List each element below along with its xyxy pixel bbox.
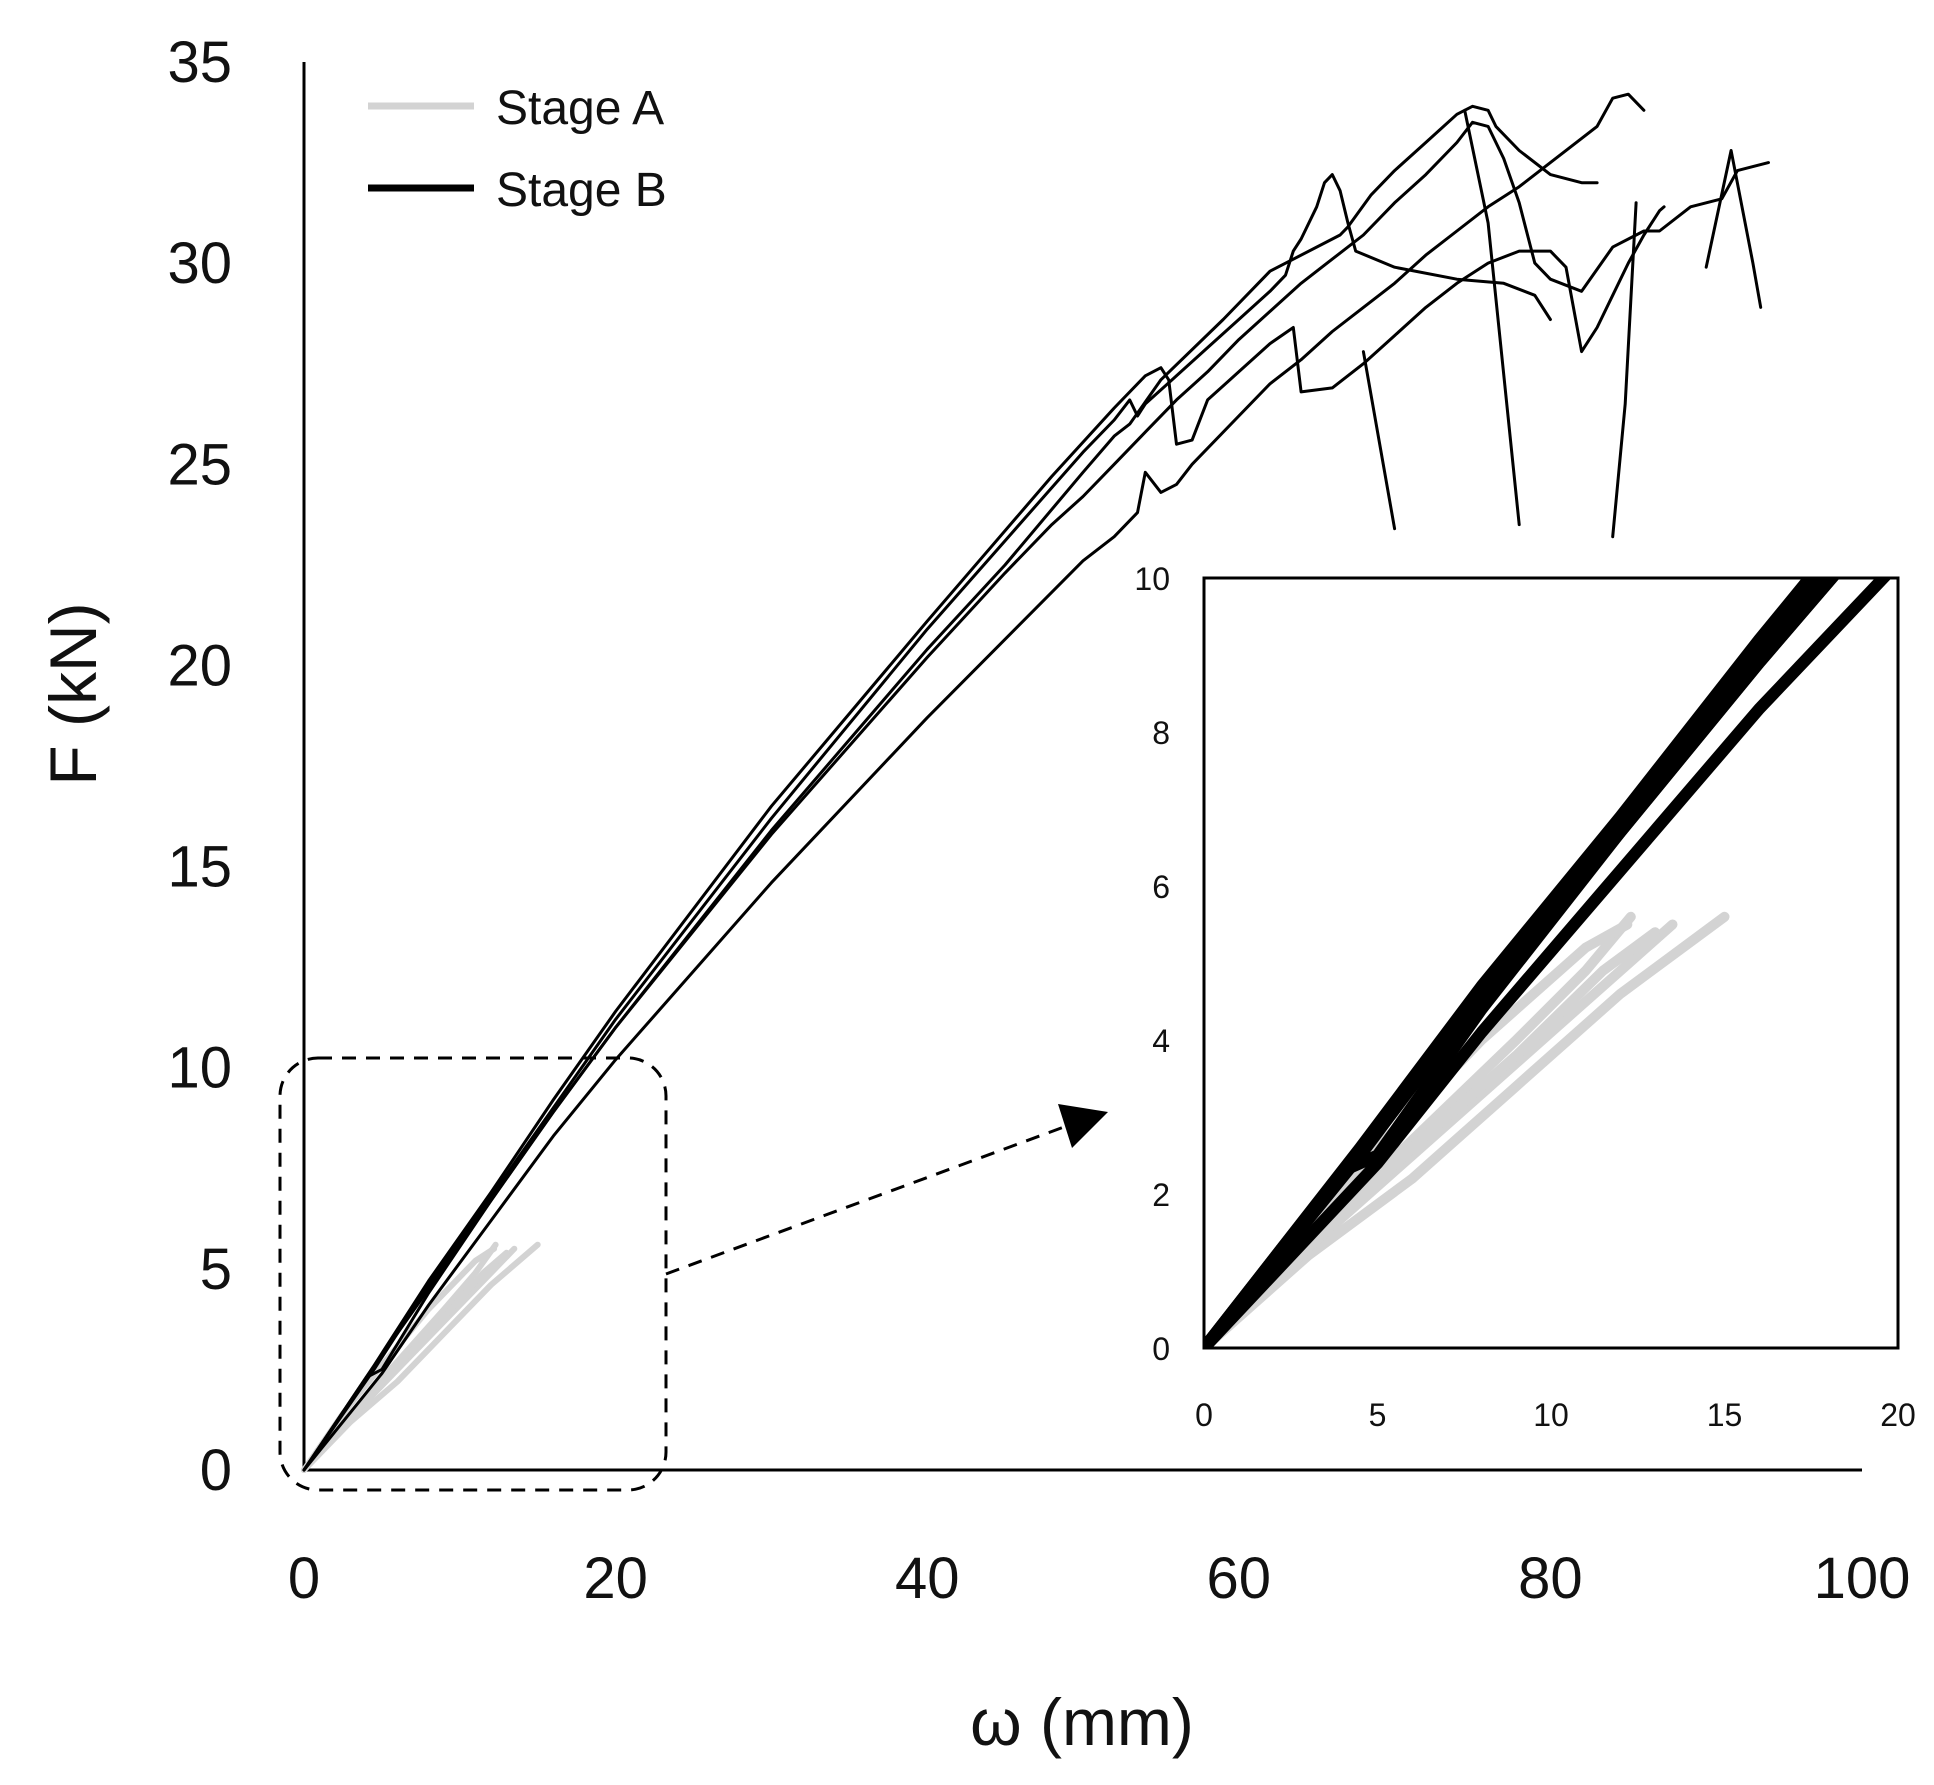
x-tick-label: 80 xyxy=(1518,1546,1583,1611)
inset-y-tick-label: 0 xyxy=(1152,1331,1170,1367)
x-axis-title: ω (mm) xyxy=(970,1685,1194,1759)
y-tick-label: 10 xyxy=(167,1036,232,1101)
series-line-stage-a xyxy=(301,1241,541,1473)
inset-line-stage-b xyxy=(1204,578,1818,1348)
y-tick-label: 15 xyxy=(167,835,232,900)
series-line-stage-b xyxy=(1704,149,1763,309)
y-tick-label: 35 xyxy=(167,30,232,95)
series-line-stage-b xyxy=(1463,108,1521,527)
series-line-stage-b xyxy=(302,173,1552,1472)
y-tick-label: 20 xyxy=(167,633,232,698)
y-tick-label: 30 xyxy=(167,231,232,296)
legend: Stage A Stage B xyxy=(368,82,667,217)
inset-x-tick-label: 10 xyxy=(1533,1397,1569,1433)
main-series-lines xyxy=(301,92,1770,1473)
inset-series-group xyxy=(1204,578,1892,1348)
legend-label-stage-a: Stage A xyxy=(496,82,664,135)
x-tick-label: 60 xyxy=(1207,1546,1272,1611)
x-tick-label: 0 xyxy=(288,1546,320,1611)
inset-x-tick-label: 20 xyxy=(1880,1397,1916,1433)
inset-line-stage-a xyxy=(1204,927,1661,1348)
inset-x-tick-label: 15 xyxy=(1707,1397,1743,1433)
inset-series-lines xyxy=(1204,578,1892,1348)
inset-y-tick-label: 4 xyxy=(1152,1023,1170,1059)
inset-y-tick-label: 8 xyxy=(1152,715,1170,751)
series-line-stage-b xyxy=(302,120,1770,1472)
zoom-arrow-line xyxy=(665,1122,1073,1276)
inset-x-tick-label: 5 xyxy=(1369,1397,1387,1433)
x-tick-label: 40 xyxy=(895,1546,960,1611)
series-line-stage-a xyxy=(301,1249,510,1473)
inset-y-tick-label: 6 xyxy=(1152,869,1170,905)
series-line-stage-b xyxy=(302,92,1646,1472)
series-line-stage-b xyxy=(302,205,1666,1472)
y-tick-label: 5 xyxy=(200,1237,232,1302)
y-axis-title: F (kN) xyxy=(36,602,110,785)
inset-y-tick-label: 10 xyxy=(1134,561,1170,597)
inset-y-tick-label: 2 xyxy=(1152,1177,1170,1213)
series-line-stage-b xyxy=(1611,201,1638,539)
legend-label-stage-b: Stage B xyxy=(496,164,667,217)
zoom-arrow-head xyxy=(1058,1104,1108,1148)
y-tick-label: 0 xyxy=(200,1438,232,1503)
inset-line-stage-b xyxy=(1204,578,1892,1348)
inset-tick-labels: 0 5 10 15 20 0 2 4 6 8 10 xyxy=(1134,561,1915,1433)
x-tick-label: 100 xyxy=(1814,1546,1911,1611)
series-line-stage-b xyxy=(1361,350,1397,531)
inset-frame xyxy=(1202,576,1900,1350)
x-tick-label: 20 xyxy=(583,1546,648,1611)
inset-x-tick-label: 0 xyxy=(1195,1397,1213,1433)
zoom-region-box xyxy=(278,1056,668,1492)
y-tick-label: 25 xyxy=(167,432,232,497)
